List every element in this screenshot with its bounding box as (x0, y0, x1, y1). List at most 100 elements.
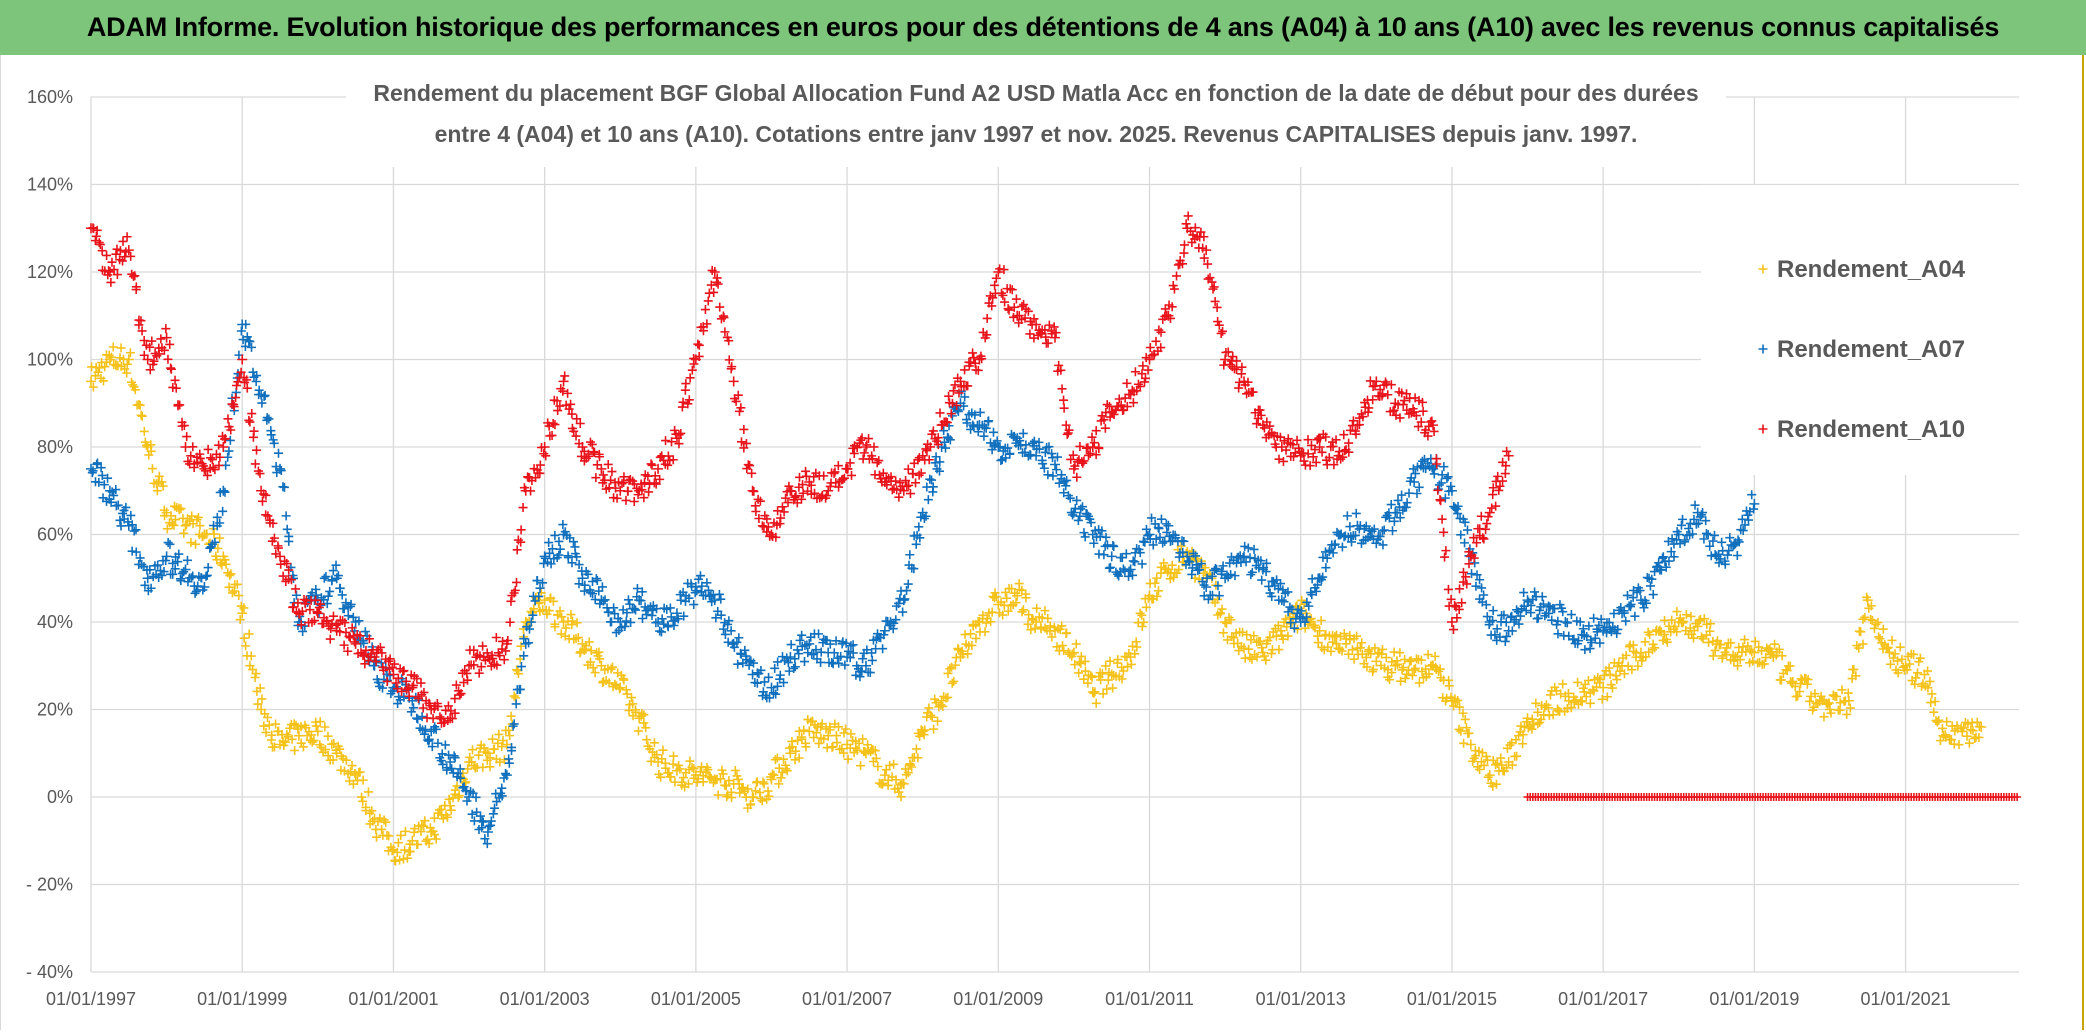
data-point (1342, 511, 1352, 521)
data-point (186, 538, 196, 548)
data-point (1141, 602, 1151, 612)
data-point (1159, 558, 1169, 568)
data-point (197, 573, 207, 583)
data-point (1283, 631, 1293, 641)
data-point (1218, 326, 1228, 336)
y-tick-label: 120% (27, 262, 73, 282)
data-point (622, 608, 632, 618)
data-point (419, 687, 429, 697)
data-point (424, 839, 434, 849)
data-point (901, 476, 911, 486)
data-point (652, 604, 662, 614)
data-point (1347, 537, 1357, 547)
data-point (1968, 726, 1978, 736)
data-point (1292, 435, 1302, 445)
data-point (1421, 664, 1431, 674)
data-point (1909, 649, 1919, 659)
data-point (1279, 597, 1289, 607)
data-point (1314, 625, 1325, 636)
data-point (1352, 631, 1362, 641)
data-point (190, 588, 200, 598)
data-point (1347, 645, 1357, 655)
data-point (1926, 698, 1936, 708)
data-point (1455, 584, 1465, 594)
legend-marker (1758, 344, 1768, 354)
data-point (1927, 689, 1937, 699)
data-point (963, 381, 973, 391)
data-point (272, 468, 282, 478)
data-point (1503, 450, 1514, 461)
data-point (999, 265, 1009, 275)
data-point (943, 668, 953, 678)
data-point (855, 672, 865, 682)
data-point (1630, 611, 1640, 621)
data-point (1488, 606, 1498, 616)
data-point (1669, 552, 1679, 562)
data-point (1558, 607, 1568, 617)
data-point (730, 765, 740, 775)
data-point (531, 473, 541, 483)
data-point (1507, 626, 1517, 636)
data-point (822, 491, 832, 501)
data-point (1688, 529, 1698, 539)
data-point (1776, 675, 1786, 685)
data-point (1793, 691, 1803, 701)
data-point (1454, 724, 1464, 734)
data-point (1455, 702, 1465, 712)
data-point (1537, 592, 1547, 602)
data-point (1011, 294, 1021, 304)
data-point (492, 660, 502, 670)
data-point (1203, 594, 1213, 604)
data-point (524, 638, 534, 648)
data-point (834, 482, 844, 492)
data-point (396, 830, 406, 840)
data-point (1237, 362, 1247, 372)
y-axis-ticks: - 40%- 20%0%20%40%60%80%100%120%140%160% (26, 87, 73, 982)
data-point (1507, 760, 1517, 770)
data-point (366, 649, 376, 659)
data-point (291, 590, 301, 600)
data-point (288, 602, 298, 612)
data-point (566, 399, 576, 409)
data-point (485, 753, 495, 763)
data-point (1179, 248, 1189, 258)
data-point (692, 586, 702, 596)
data-point (125, 348, 135, 358)
data-point (201, 571, 211, 581)
data-point (474, 668, 484, 678)
data-point (1310, 623, 1320, 633)
data-point (261, 510, 271, 520)
data-point (938, 701, 948, 711)
data-point (462, 675, 472, 685)
data-point (552, 396, 562, 406)
data-point (588, 663, 598, 673)
data-point (1726, 638, 1736, 648)
data-point (442, 812, 452, 822)
data-point (339, 640, 349, 650)
data-point (960, 392, 970, 402)
legend-item: Rendement_A07 (1758, 336, 1965, 363)
data-point (1172, 271, 1182, 281)
data-point (933, 716, 943, 726)
data-point (1302, 612, 1312, 622)
data-point (1098, 689, 1108, 699)
data-point (261, 490, 271, 500)
data-point (698, 326, 708, 336)
data-point (1495, 481, 1505, 491)
data-point (153, 560, 163, 570)
data-point (550, 530, 560, 540)
data-point (755, 496, 765, 506)
data-point (1580, 645, 1590, 655)
data-point (558, 386, 568, 396)
data-point (703, 296, 713, 306)
data-point (1499, 610, 1509, 620)
data-point (1574, 636, 1584, 646)
data-point (354, 616, 364, 626)
data-point (1147, 513, 1157, 523)
data-point (671, 608, 682, 619)
data-point (1083, 678, 1093, 688)
data-point (1573, 677, 1583, 687)
data-point (1049, 322, 1059, 332)
data-point (817, 492, 827, 502)
data-point (1364, 403, 1374, 413)
